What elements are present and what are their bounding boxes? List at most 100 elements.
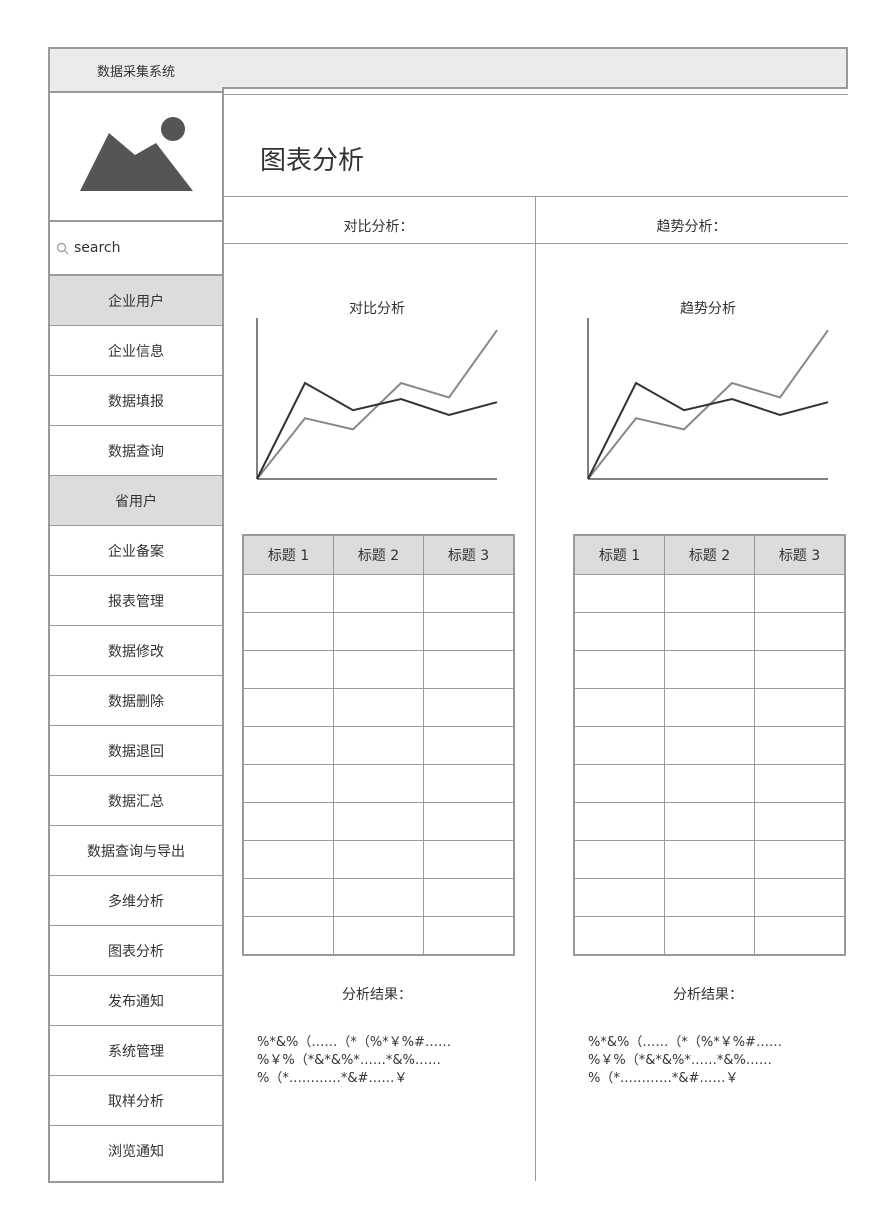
table-cell[interactable] (754, 574, 846, 613)
table-cell[interactable] (242, 650, 334, 689)
table-cell[interactable] (333, 764, 424, 803)
table-cell[interactable] (573, 726, 665, 765)
sidebar-item[interactable]: 数据查询与导出 (50, 826, 222, 876)
result-line: %￥%（*&*&%*……*&%…… (257, 1053, 441, 1068)
top-bar (222, 47, 848, 89)
table-cell[interactable] (754, 726, 846, 765)
sidebar-item[interactable]: 取样分析 (50, 1076, 222, 1126)
table-cell[interactable] (754, 688, 846, 727)
table-cell[interactable] (664, 612, 755, 651)
table-cell[interactable] (754, 802, 846, 841)
table-cell[interactable] (423, 650, 515, 689)
table-cell[interactable] (664, 878, 755, 917)
table-cell[interactable] (573, 764, 665, 803)
table-cell[interactable] (573, 802, 665, 841)
table-cell[interactable] (754, 764, 846, 803)
sidebar-item[interactable]: 数据删除 (50, 676, 222, 726)
sidebar-item[interactable]: 数据填报 (50, 376, 222, 426)
table-cell[interactable] (423, 840, 515, 879)
table-cell[interactable] (333, 726, 424, 765)
table-cell[interactable] (573, 916, 665, 956)
table-cell[interactable] (242, 764, 334, 803)
table-row (242, 878, 515, 917)
sidebar-item[interactable]: 多维分析 (50, 876, 222, 926)
table-cell[interactable] (423, 802, 515, 841)
table-cell[interactable] (573, 688, 665, 727)
trend-line-chart (587, 318, 829, 480)
table-cell[interactable] (754, 650, 846, 689)
table-row (573, 916, 846, 956)
sidebar-item[interactable]: 企业信息 (50, 326, 222, 376)
table-cell[interactable] (664, 916, 755, 956)
table-cell[interactable] (754, 878, 846, 917)
table-cell[interactable] (423, 764, 515, 803)
table-cell[interactable] (423, 878, 515, 917)
sidebar-group-header[interactable]: 省用户 (50, 476, 222, 526)
table-cell[interactable] (754, 916, 846, 956)
table-cell[interactable] (573, 612, 665, 651)
data-table: 标题 1 标题 2 标题 3 (573, 534, 846, 956)
table-cell[interactable] (333, 612, 424, 651)
sidebar-item[interactable]: 发布通知 (50, 976, 222, 1026)
table-cell[interactable] (573, 650, 665, 689)
table-cell[interactable] (664, 688, 755, 727)
table-cell[interactable] (333, 574, 424, 613)
sidebar-group-header[interactable]: 企业用户 (50, 276, 222, 326)
table-cell[interactable] (573, 574, 665, 613)
chart-title: 对比分析 (349, 301, 405, 317)
table-cell[interactable] (423, 726, 515, 765)
table-cell[interactable] (664, 650, 755, 689)
table-cell[interactable] (754, 612, 846, 651)
table-row (242, 574, 515, 613)
data-table: 标题 1 标题 2 标题 3 (242, 534, 515, 956)
table-row (573, 612, 846, 651)
table-cell[interactable] (573, 878, 665, 917)
table-header: 标题 3 (423, 534, 515, 575)
divider (222, 94, 848, 95)
sidebar-item[interactable]: 数据查询 (50, 426, 222, 476)
sidebar-item[interactable]: 系统管理 (50, 1026, 222, 1076)
search-input[interactable]: search (50, 222, 222, 276)
table-row (573, 840, 846, 879)
sidebar-item[interactable]: 数据汇总 (50, 776, 222, 826)
table-cell[interactable] (242, 802, 334, 841)
table-cell[interactable] (242, 688, 334, 727)
table-cell[interactable] (333, 802, 424, 841)
table-cell[interactable] (423, 916, 515, 956)
table-cell[interactable] (664, 802, 755, 841)
table-cell[interactable] (333, 916, 424, 956)
trend-heading: 趋势分析： (656, 219, 727, 235)
table-cell[interactable] (333, 688, 424, 727)
table-cell[interactable] (754, 840, 846, 879)
series-line-2 (256, 329, 498, 480)
table-cell[interactable] (242, 840, 334, 879)
sidebar-item[interactable]: 企业备案 (50, 526, 222, 576)
table-cell[interactable] (423, 612, 515, 651)
table-header: 标题 1 (242, 534, 334, 575)
table-cell[interactable] (664, 840, 755, 879)
sidebar-item[interactable]: 数据退回 (50, 726, 222, 776)
table-cell[interactable] (573, 840, 665, 879)
result-label: 分析结果： (673, 987, 743, 1003)
table-cell[interactable] (664, 764, 755, 803)
table-cell[interactable] (423, 574, 515, 613)
table-cell[interactable] (242, 726, 334, 765)
table-cell[interactable] (242, 916, 334, 956)
sidebar-item[interactable]: 浏览通知 (108, 1144, 164, 1160)
table-cell[interactable] (664, 574, 755, 613)
table-cell[interactable] (242, 612, 334, 651)
page-title: 图表分析 (260, 146, 365, 176)
table-cell[interactable] (333, 650, 424, 689)
table-cell[interactable] (333, 878, 424, 917)
sidebar-item[interactable]: 数据修改 (50, 626, 222, 676)
sidebar-item[interactable]: 图表分析 (50, 926, 222, 976)
table-cell[interactable] (242, 574, 334, 613)
sidebar-item[interactable]: 报表管理 (50, 576, 222, 626)
table-cell[interactable] (242, 878, 334, 917)
table-cell[interactable] (664, 726, 755, 765)
table-cell[interactable] (423, 688, 515, 727)
table-cell[interactable] (333, 840, 424, 879)
sidebar: 数据采集系统 search 企业用户 企业信息 数据填报 数据查询 省用户 企业备案 报表管… (48, 47, 224, 1183)
table-row (242, 764, 515, 803)
search-icon (56, 242, 69, 254)
